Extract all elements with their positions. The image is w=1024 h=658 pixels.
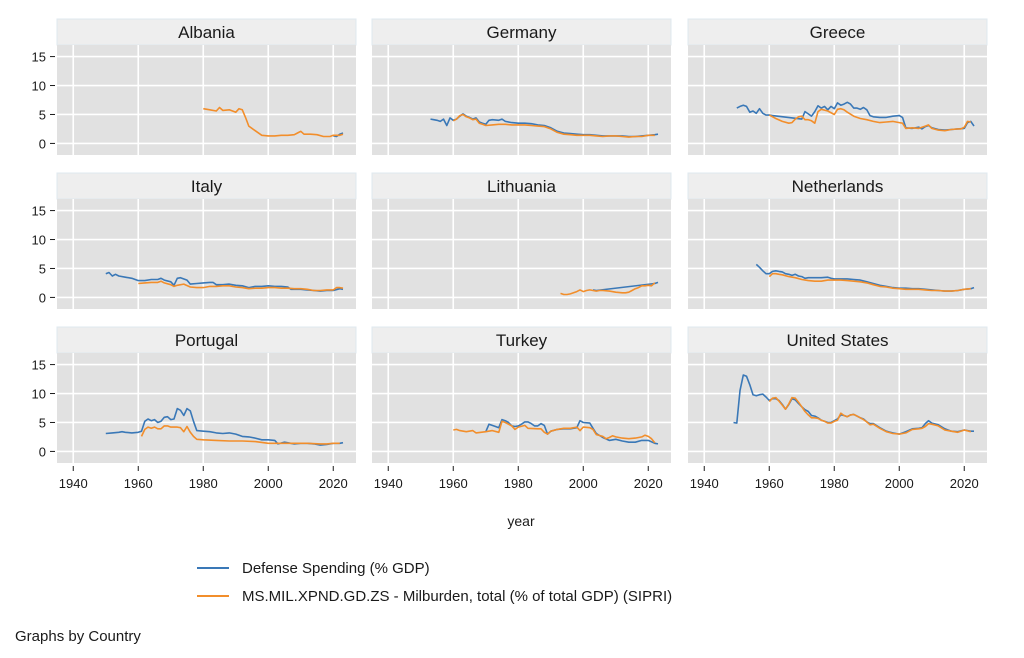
graphs-by-note: Graphs by Country <box>15 628 141 645</box>
x-tick-label: 1980 <box>820 476 849 491</box>
x-tick-label: 1960 <box>124 476 153 491</box>
panel-header <box>56 326 357 354</box>
panel-netherlands: Netherlands <box>687 172 988 309</box>
plot-area <box>57 199 356 309</box>
panel-portugal: Portugal 0 5 10 15 1940 1960 1980 2000 2020 <box>32 326 357 491</box>
y-tick-label: 5 <box>39 261 46 276</box>
panel-lithuania: Lithuania <box>371 172 672 309</box>
panel-greece: Greece <box>687 18 988 155</box>
panel-header <box>371 172 672 200</box>
x-tick-label: 2000 <box>885 476 914 491</box>
panel-header <box>56 172 357 200</box>
y-tick-label: 15 <box>32 50 46 65</box>
x-tick-label: 1940 <box>690 476 719 491</box>
x-tick-label: 2020 <box>319 476 348 491</box>
panel-turkey: Turkey 1940 1960 1980 2000 2020 <box>371 326 672 491</box>
y-tick-label: 10 <box>32 387 46 402</box>
y-tick-label: 10 <box>32 233 46 248</box>
y-tick-label: 0 <box>39 136 46 151</box>
y-tick-label: 5 <box>39 415 46 430</box>
panel-header <box>371 18 672 46</box>
plot-area <box>688 353 987 463</box>
plot-area <box>57 45 356 155</box>
panel-title: Portugal <box>175 331 238 350</box>
panel-title: United States <box>786 331 888 350</box>
x-axis-title: year <box>507 513 535 529</box>
x-tick-label: 2000 <box>254 476 283 491</box>
x-tick-label: 2020 <box>950 476 979 491</box>
y-tick-label: 0 <box>39 290 46 305</box>
plot-area <box>688 199 987 309</box>
series-line-milburden <box>768 107 971 132</box>
x-tick-label: 1980 <box>504 476 533 491</box>
x-tick-label: 1960 <box>439 476 468 491</box>
series-line-milburden <box>138 280 344 292</box>
panel-italy: Italy 0 5 10 15 <box>32 172 357 309</box>
panel-title: Lithuania <box>487 177 557 196</box>
plot-area <box>57 353 356 463</box>
series-line-milburden <box>768 272 971 292</box>
y-tick-label: 5 <box>39 107 46 122</box>
plot-area <box>372 45 671 155</box>
series-line-milburden <box>203 106 344 138</box>
plot-area <box>372 353 671 463</box>
panel-header <box>687 326 988 354</box>
plot-area <box>372 199 671 309</box>
series-line-milburden <box>452 113 655 138</box>
legend-label-defense: Defense Spending (% GDP) <box>242 560 430 577</box>
x-tick-label: 2020 <box>634 476 663 491</box>
x-tick-label: 2000 <box>569 476 598 491</box>
y-tick-label: 15 <box>32 358 46 373</box>
y-tick-label: 10 <box>32 79 46 94</box>
series-line-milburden <box>560 282 656 296</box>
series-line-milburden <box>453 420 656 444</box>
panel-title: Albania <box>178 23 235 42</box>
x-tick-label: 1960 <box>755 476 784 491</box>
panel-albania: Albania 0 5 10 15 <box>32 18 357 155</box>
panel-united-states: United States 1940 1960 1980 2000 2020 <box>687 326 988 491</box>
y-tick-label: 0 <box>39 444 46 459</box>
legend-label-milburden: MS.MIL.XPND.GD.ZS - Milburden, total (% … <box>242 588 672 605</box>
panels-layer: Albania 0 5 10 15 Germany Greece Italy 0 5 10 15 Lit… <box>32 18 988 491</box>
panel-title: Greece <box>810 23 866 42</box>
panel-title: Italy <box>191 177 223 196</box>
panel-title: Netherlands <box>792 177 884 196</box>
y-tick-label: 15 <box>32 204 46 219</box>
series-line-milburden <box>140 425 340 445</box>
panel-germany: Germany <box>371 18 672 155</box>
plot-area <box>688 45 987 155</box>
series-line-milburden <box>768 396 972 435</box>
panel-title: Germany <box>487 23 557 42</box>
panel-title: Turkey <box>496 331 548 350</box>
x-tick-label: 1940 <box>374 476 403 491</box>
legend: Defense Spending (% GDP) MS.MIL.XPND.GD.… <box>197 560 672 605</box>
x-tick-label: 1940 <box>59 476 88 491</box>
x-tick-label: 1980 <box>189 476 218 491</box>
panel-header <box>56 18 357 46</box>
